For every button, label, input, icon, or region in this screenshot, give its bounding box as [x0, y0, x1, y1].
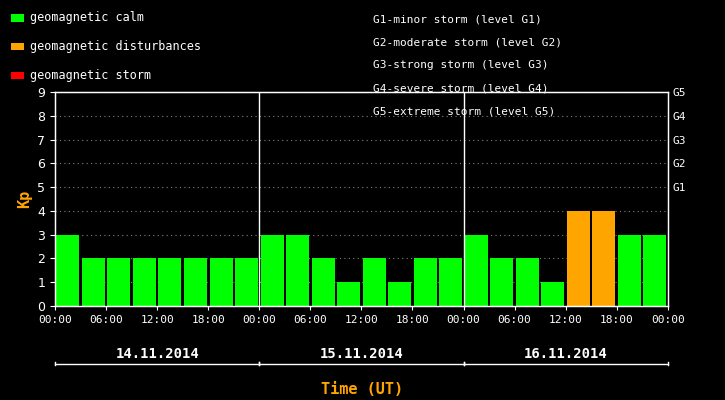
Bar	[439, 258, 463, 306]
Text: 14.11.2014: 14.11.2014	[115, 347, 199, 361]
Text: G2-moderate storm (level G2): G2-moderate storm (level G2)	[373, 37, 563, 47]
Bar	[133, 258, 156, 306]
Bar	[644, 235, 666, 306]
Bar	[516, 258, 539, 306]
Bar	[362, 258, 386, 306]
Bar	[490, 258, 513, 306]
Text: G1-minor storm (level G1): G1-minor storm (level G1)	[373, 14, 542, 24]
Text: geomagnetic storm: geomagnetic storm	[30, 69, 151, 82]
Y-axis label: Kp: Kp	[17, 190, 32, 208]
Bar	[465, 235, 488, 306]
Bar	[337, 282, 360, 306]
Bar	[235, 258, 258, 306]
Bar	[312, 258, 335, 306]
Text: geomagnetic disturbances: geomagnetic disturbances	[30, 40, 201, 53]
Text: G4-severe storm (level G4): G4-severe storm (level G4)	[373, 84, 549, 94]
Bar	[210, 258, 233, 306]
Text: 15.11.2014: 15.11.2014	[320, 347, 403, 361]
Bar	[618, 235, 641, 306]
Text: Time (UT): Time (UT)	[321, 382, 404, 398]
Bar	[592, 211, 616, 306]
Bar	[414, 258, 436, 306]
Bar	[567, 211, 590, 306]
Bar	[107, 258, 130, 306]
Bar	[542, 282, 564, 306]
Text: geomagnetic calm: geomagnetic calm	[30, 12, 144, 24]
Text: 16.11.2014: 16.11.2014	[523, 347, 608, 361]
Text: G5-extreme storm (level G5): G5-extreme storm (level G5)	[373, 107, 555, 117]
Bar	[159, 258, 181, 306]
Bar	[184, 258, 207, 306]
Bar	[286, 235, 309, 306]
Bar	[82, 258, 105, 306]
Bar	[260, 235, 283, 306]
Bar	[57, 235, 79, 306]
Text: G3-strong storm (level G3): G3-strong storm (level G3)	[373, 60, 549, 70]
Bar	[388, 282, 411, 306]
